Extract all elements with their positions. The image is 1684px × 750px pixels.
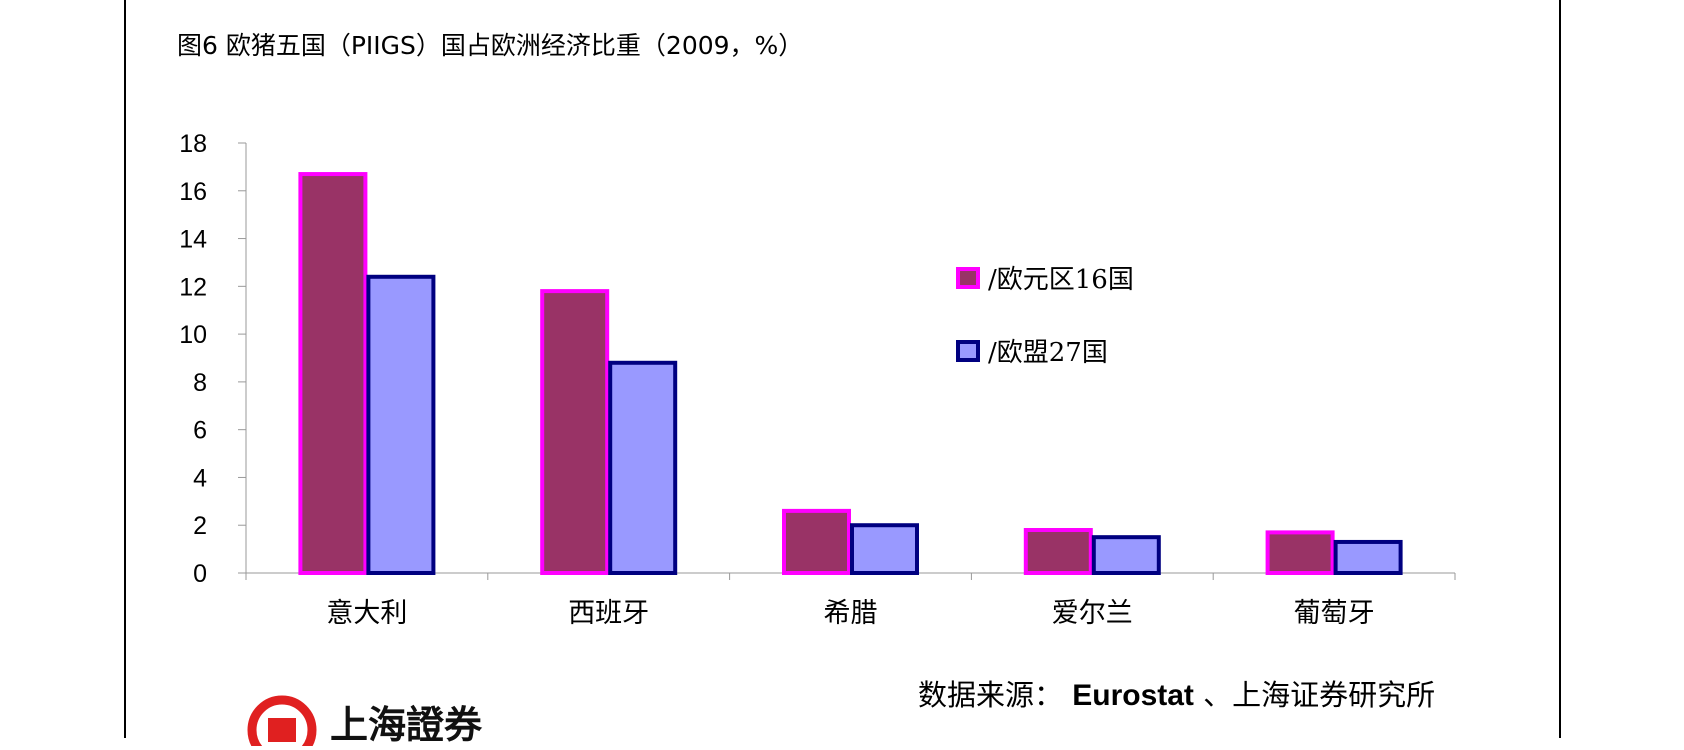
y-tick-label: 16	[179, 178, 207, 206]
y-tick-label: 0	[193, 560, 207, 588]
source-suffix: 、上海证券研究所	[1203, 678, 1436, 712]
y-tick-label: 4	[193, 464, 207, 492]
logo-text: 上海證券	[330, 702, 483, 747]
y-tick-label: 18	[179, 130, 207, 158]
data-source: 数据来源： Eurostat 、上海证券研究所	[918, 672, 1435, 714]
bar-chart: 0 2 4 6 8 10 12 14 16 18 意大利 西班牙 希腊 爱尔兰 葡萄牙/欧元区16国/欧盟2…	[179, 130, 1456, 629]
x-category-label: 希腊	[824, 598, 878, 629]
chart-frame	[124, 0, 1561, 738]
y-tick-label: 8	[193, 369, 207, 397]
source-name: Eurostat	[1072, 679, 1194, 712]
legend-swatch-eurozone16	[956, 267, 980, 289]
chart-title: 图6 欧猪五国（PIIGS）国占欧洲经济比重（2009，%）	[177, 31, 804, 60]
x-category-label: 西班牙	[568, 598, 649, 629]
y-tick-label: 10	[179, 321, 207, 349]
logo-emblem-icon	[247, 695, 317, 750]
bar-eurozone16-2	[782, 508, 851, 575]
y-tick-label: 14	[179, 226, 207, 254]
y-tick-label: 2	[193, 512, 207, 540]
bar-eu27-4	[1333, 539, 1403, 576]
legend-swatch-eu27	[956, 340, 980, 362]
legend-label-eu27: /欧盟27国	[988, 338, 1108, 368]
source-prefix: 数据来源：	[918, 678, 1064, 712]
x-category-label: 爱尔兰	[1052, 598, 1133, 629]
bar-eurozone16-4	[1265, 530, 1335, 576]
company-logo: 上海證券	[238, 686, 518, 750]
y-tick-label: 12	[179, 273, 207, 301]
bar-eu27-1	[608, 360, 678, 575]
legend-label-eurozone16: /欧元区16国	[988, 265, 1134, 295]
y-tick-label: 6	[193, 417, 207, 445]
bar-eu27-0	[366, 274, 436, 575]
x-category-label: 葡萄牙	[1294, 598, 1375, 629]
bar-eu27-2	[850, 523, 919, 576]
bar-eurozone16-0	[298, 172, 368, 576]
bar-eurozone16-1	[540, 289, 610, 575]
bar-eu27-3	[1091, 535, 1161, 576]
x-category-label: 意大利	[326, 598, 407, 629]
bar-eurozone16-3	[1023, 528, 1093, 575]
